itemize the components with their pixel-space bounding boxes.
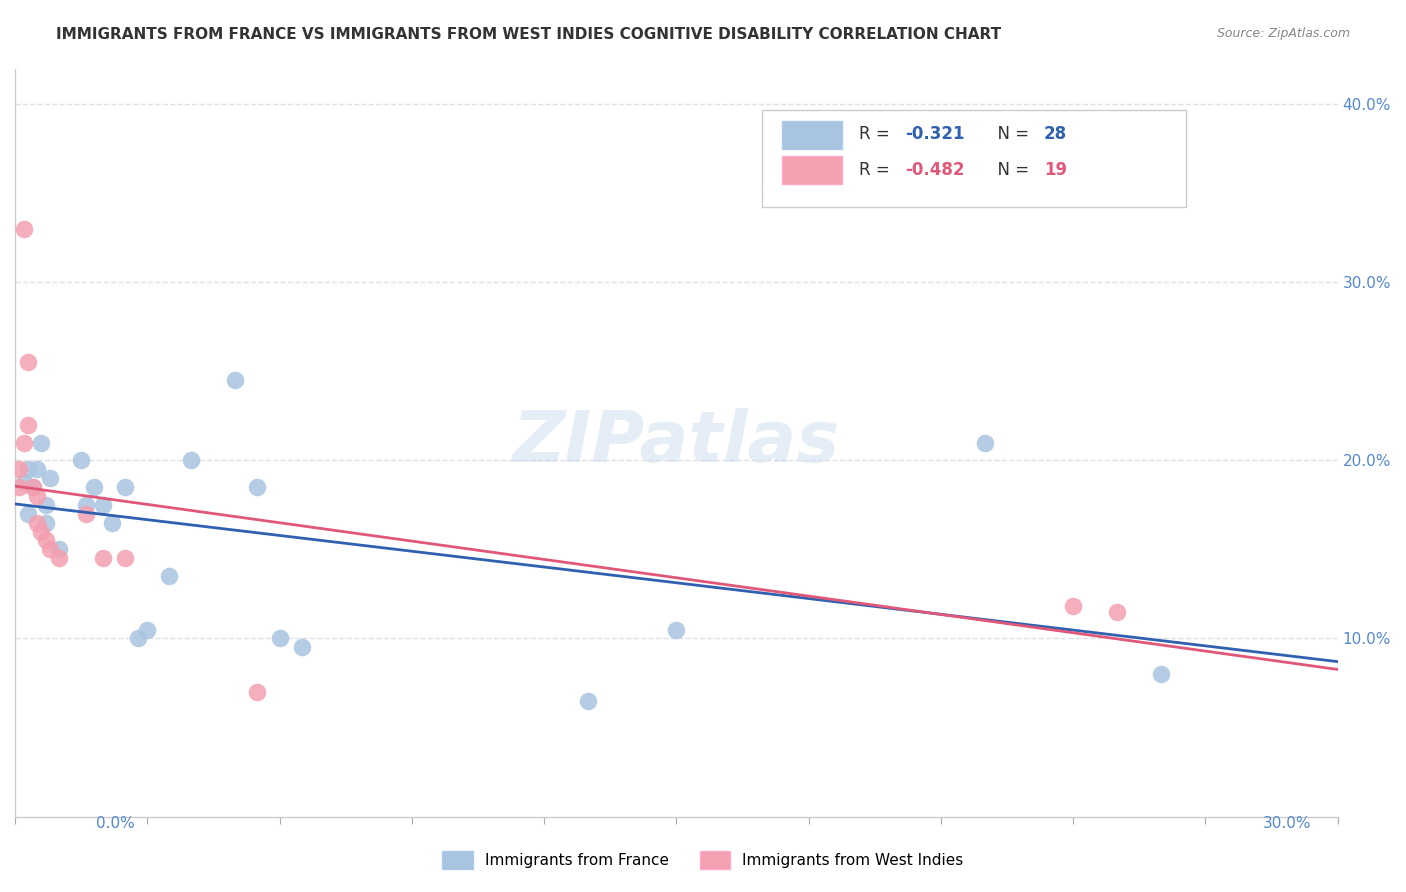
- Point: [75, 507, 97, 521]
- Point: [17, 355, 39, 369]
- Legend: Immigrants from France, Immigrants from West Indies: Immigrants from France, Immigrants from …: [436, 845, 970, 875]
- Point: [70, 453, 93, 467]
- Point: [21, 480, 44, 494]
- Point: [17, 462, 39, 476]
- Point: [48, 551, 70, 566]
- Text: ZIPatlas: ZIPatlas: [513, 408, 839, 477]
- Point: [576, 694, 599, 708]
- Point: [8, 462, 31, 476]
- Point: [180, 453, 202, 467]
- FancyBboxPatch shape: [782, 121, 842, 149]
- Text: 0.0%: 0.0%: [96, 816, 135, 831]
- Text: -0.321: -0.321: [905, 126, 965, 144]
- Point: [25, 489, 48, 503]
- Point: [39, 471, 62, 485]
- Point: [1062, 599, 1084, 614]
- Point: [13, 222, 35, 236]
- FancyBboxPatch shape: [782, 156, 842, 185]
- Point: [25, 462, 48, 476]
- Text: Source: ZipAtlas.com: Source: ZipAtlas.com: [1216, 27, 1350, 40]
- Text: 30.0%: 30.0%: [1264, 816, 1312, 831]
- Point: [1107, 605, 1129, 619]
- Point: [30, 524, 52, 539]
- Point: [25, 516, 48, 530]
- Point: [35, 533, 58, 548]
- Point: [114, 480, 136, 494]
- Point: [48, 542, 70, 557]
- Point: [17, 417, 39, 432]
- Text: N =: N =: [987, 161, 1035, 178]
- FancyBboxPatch shape: [762, 110, 1185, 207]
- Point: [290, 640, 312, 655]
- Point: [17, 507, 39, 521]
- Point: [246, 480, 269, 494]
- Text: R =: R =: [859, 126, 894, 144]
- Point: [75, 498, 97, 512]
- Point: [127, 632, 149, 646]
- Text: 19: 19: [1045, 161, 1067, 178]
- Point: [157, 569, 180, 583]
- Point: [30, 435, 52, 450]
- Point: [224, 373, 246, 387]
- Point: [83, 480, 105, 494]
- Point: [35, 516, 58, 530]
- Point: [665, 623, 688, 637]
- Text: N =: N =: [987, 126, 1035, 144]
- Point: [1150, 667, 1173, 681]
- Text: 28: 28: [1045, 126, 1067, 144]
- Text: IMMIGRANTS FROM FRANCE VS IMMIGRANTS FROM WEST INDIES COGNITIVE DISABILITY CORRE: IMMIGRANTS FROM FRANCE VS IMMIGRANTS FRO…: [56, 27, 1001, 42]
- Point: [8, 480, 31, 494]
- Point: [91, 551, 114, 566]
- Text: R =: R =: [859, 161, 894, 178]
- Point: [21, 480, 44, 494]
- Point: [35, 498, 58, 512]
- Point: [39, 542, 62, 557]
- Point: [13, 435, 35, 450]
- Text: -0.482: -0.482: [905, 161, 965, 178]
- Point: [269, 632, 291, 646]
- Point: [13, 475, 35, 489]
- Point: [974, 435, 997, 450]
- Point: [246, 685, 269, 699]
- Point: [136, 623, 159, 637]
- Point: [114, 551, 136, 566]
- Point: [101, 516, 124, 530]
- Point: [91, 498, 114, 512]
